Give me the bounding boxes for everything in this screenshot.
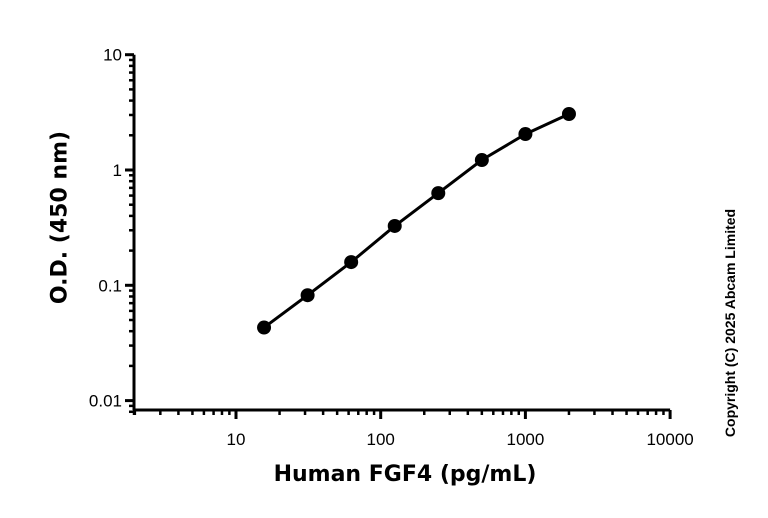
tick-labels: 0.01 0.1 1 10 10 100 1000 10000 <box>89 46 694 449</box>
data-point <box>474 153 489 168</box>
data-point <box>257 320 272 335</box>
svg-text:0.1: 0.1 <box>98 276 122 295</box>
data-point <box>431 186 446 201</box>
data-point <box>561 106 576 121</box>
data-point <box>344 255 359 270</box>
y-axis-label: O.D. (450 nm) <box>47 130 73 305</box>
axis-ticks <box>125 53 672 419</box>
svg-text:0.01: 0.01 <box>89 392 122 411</box>
svg-text:1000: 1000 <box>506 430 544 449</box>
fitted-curve <box>263 112 570 329</box>
data-point <box>518 127 533 142</box>
axes <box>132 54 671 412</box>
svg-text:10000: 10000 <box>646 430 693 449</box>
data-point <box>300 288 315 303</box>
x-axis-label: Human FGF4 (pg/mL) <box>273 462 537 487</box>
data-point <box>387 218 402 233</box>
svg-text:10: 10 <box>103 46 122 65</box>
svg-text:1: 1 <box>113 161 122 180</box>
data-points <box>257 106 576 335</box>
svg-text:10: 10 <box>227 430 246 449</box>
svg-text:100: 100 <box>367 430 395 449</box>
copyright-text: Copyright (C) 2025 Abcam Limited <box>722 208 738 438</box>
